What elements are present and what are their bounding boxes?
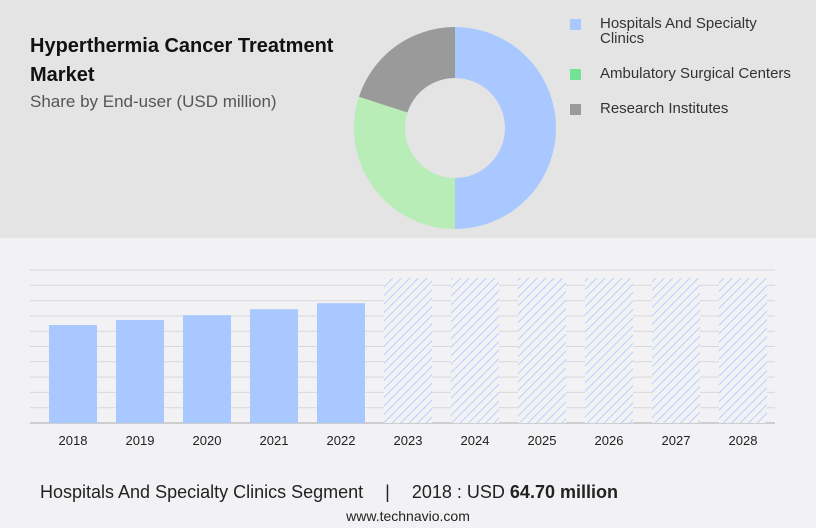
x-tick-label: 2018 — [59, 433, 88, 448]
x-tick-label: 2028 — [729, 433, 758, 448]
x-tick-label: 2021 — [260, 433, 289, 448]
chart-subtitle: Share by End-user (USD million) — [30, 92, 277, 111]
legend-item-hospitals: Hospitals And Specialty Clinics — [570, 16, 800, 46]
donut-slice — [358, 27, 455, 113]
bar-2020 — [183, 315, 231, 423]
x-tick-label: 2023 — [394, 433, 423, 448]
forecast-bar-2023 — [384, 278, 432, 423]
x-tick-label: 2026 — [595, 433, 624, 448]
legend-item-ambulatory: Ambulatory Surgical Centers — [570, 66, 800, 81]
forecast-bar-2025 — [518, 278, 566, 423]
legend-label: Research Institutes — [600, 100, 729, 117]
legend-item-research: Research Institutes — [570, 101, 800, 116]
legend-swatch — [570, 69, 581, 80]
x-tick-label: 2019 — [126, 433, 155, 448]
legend: Hospitals And Specialty Clinics Ambulato… — [570, 16, 800, 136]
legend-swatch — [570, 104, 581, 115]
forecast-bar-2024 — [451, 278, 499, 423]
forecast-bar-2028 — [719, 278, 767, 423]
footer-year: 2018 : USD — [411, 482, 505, 502]
bar-2021 — [250, 309, 298, 423]
bar-2018 — [49, 324, 97, 423]
footer-summary: Hospitals And Specialty Clinics Segment |… — [40, 482, 618, 503]
donut-slice — [353, 96, 455, 230]
legend-swatch — [570, 19, 581, 30]
x-tick-label: 2027 — [662, 433, 691, 448]
footer-segment: Hospitals And Specialty Clinics Segment — [40, 482, 364, 502]
legend-label: Hospitals And Specialty Clinics — [600, 15, 757, 47]
bar-2022 — [317, 303, 365, 423]
footer-value: 64.70 million — [509, 482, 618, 502]
x-tick-label: 2022 — [327, 433, 356, 448]
chart-title: Hyperthermia Cancer Treatment Market — [30, 35, 334, 86]
forecast-bar-2026 — [585, 278, 633, 423]
x-tick-label: 2025 — [528, 433, 557, 448]
legend-label: Ambulatory Surgical Centers — [600, 65, 791, 82]
x-tick-label: 2020 — [193, 433, 222, 448]
x-tick-label: 2024 — [461, 433, 490, 448]
forecast-bar-2027 — [652, 278, 700, 423]
donut-slice — [455, 27, 556, 229]
footer-url: www.technavio.com — [346, 508, 470, 524]
footer-separator: | — [385, 482, 390, 502]
bar-2019 — [116, 320, 164, 423]
